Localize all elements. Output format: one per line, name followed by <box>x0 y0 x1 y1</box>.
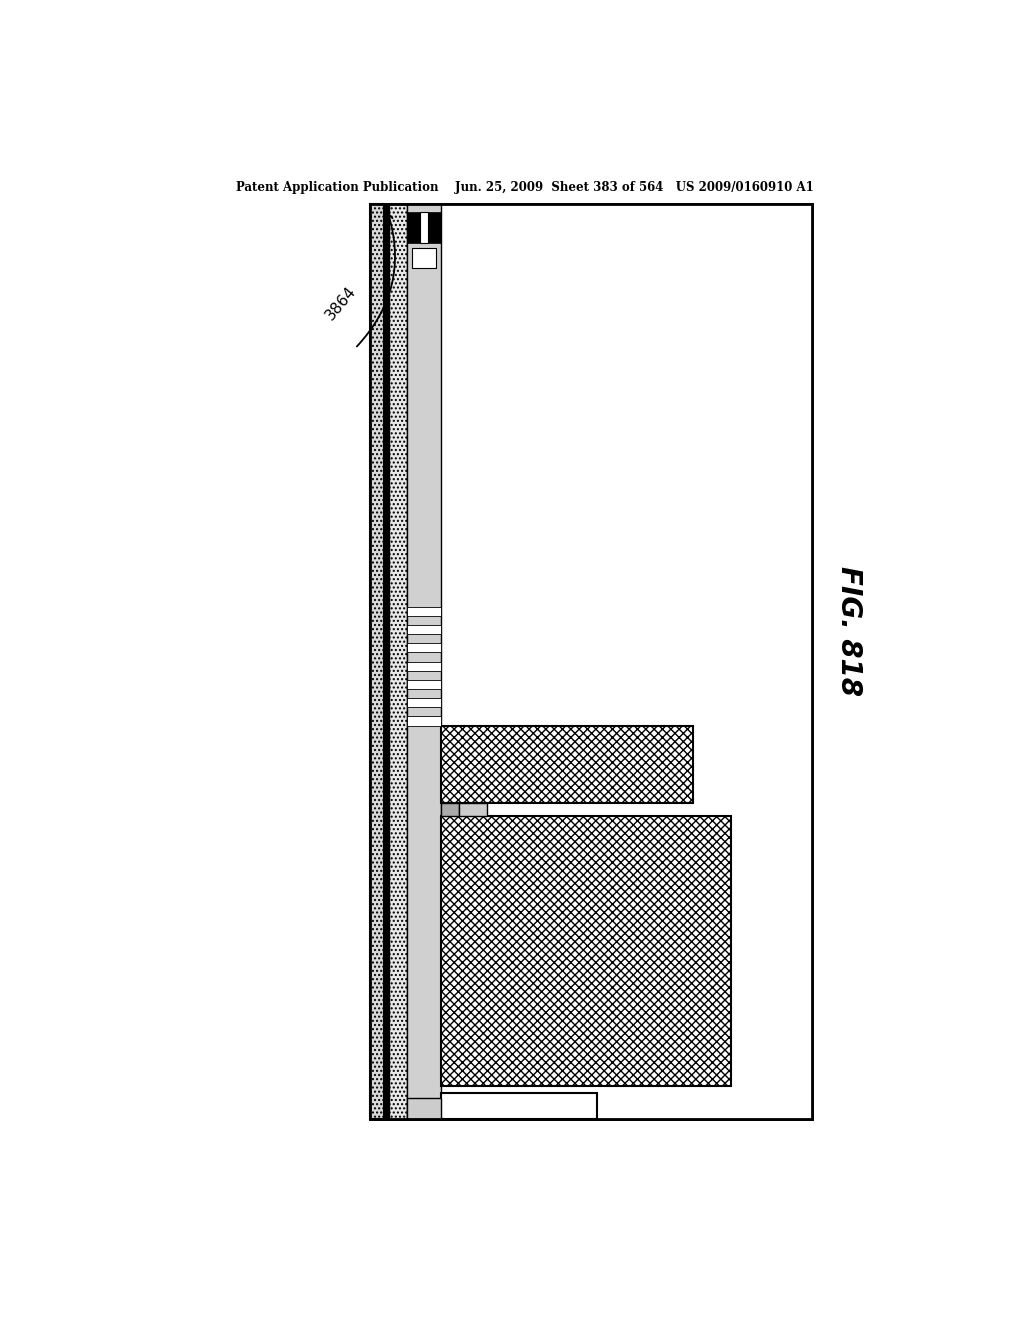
Bar <box>407 607 441 616</box>
Bar <box>441 205 812 1119</box>
Text: Patent Application Publication    Jun. 25, 2009  Sheet 383 of 564   US 2009/0160: Patent Application Publication Jun. 25, … <box>236 181 814 194</box>
Bar <box>384 205 389 1119</box>
Bar <box>412 248 436 268</box>
Bar <box>407 680 441 689</box>
Bar <box>427 213 441 243</box>
Bar <box>441 726 693 804</box>
Bar <box>407 717 441 726</box>
Bar <box>370 205 384 1119</box>
Text: 3864: 3864 <box>323 284 358 323</box>
Bar <box>370 205 812 1119</box>
Bar <box>407 643 441 652</box>
Bar <box>407 624 441 634</box>
Bar <box>441 816 730 1086</box>
Text: FIG. 818: FIG. 818 <box>835 566 862 696</box>
Bar <box>441 205 812 726</box>
Bar <box>459 804 486 816</box>
Bar <box>407 661 441 671</box>
Bar <box>407 698 441 708</box>
Bar <box>370 205 812 1119</box>
Bar <box>407 213 420 243</box>
Bar <box>441 804 459 816</box>
Bar <box>407 1098 441 1119</box>
Bar <box>407 205 441 1119</box>
Bar <box>441 1093 597 1119</box>
Bar <box>389 205 407 1119</box>
Bar <box>420 213 427 243</box>
